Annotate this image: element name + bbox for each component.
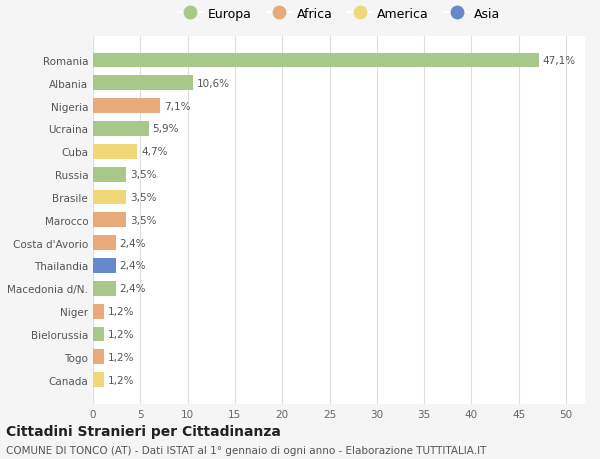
- Text: 1,2%: 1,2%: [108, 307, 134, 316]
- Bar: [93, 258, 116, 273]
- Text: 2,4%: 2,4%: [119, 238, 146, 248]
- Bar: [93, 350, 104, 364]
- Bar: [93, 168, 126, 182]
- Bar: [93, 213, 126, 228]
- Text: 3,5%: 3,5%: [130, 215, 157, 225]
- Text: 7,1%: 7,1%: [164, 101, 190, 112]
- Text: 2,4%: 2,4%: [119, 261, 146, 271]
- Bar: [93, 190, 126, 205]
- Bar: [93, 236, 116, 251]
- Bar: [93, 99, 160, 114]
- Legend: Europa, Africa, America, Asia: Europa, Africa, America, Asia: [173, 3, 505, 26]
- Text: 1,2%: 1,2%: [108, 352, 134, 362]
- Bar: [93, 327, 104, 341]
- Bar: [93, 76, 193, 91]
- Bar: [93, 304, 104, 319]
- Text: 2,4%: 2,4%: [119, 284, 146, 294]
- Bar: [93, 372, 104, 387]
- Bar: [93, 145, 137, 159]
- Text: 5,9%: 5,9%: [152, 124, 179, 134]
- Text: Cittadini Stranieri per Cittadinanza: Cittadini Stranieri per Cittadinanza: [6, 425, 281, 438]
- Text: 47,1%: 47,1%: [542, 56, 575, 66]
- Text: 3,5%: 3,5%: [130, 170, 157, 180]
- Text: 3,5%: 3,5%: [130, 192, 157, 202]
- Text: 1,2%: 1,2%: [108, 329, 134, 339]
- Bar: [93, 53, 539, 68]
- Text: COMUNE DI TONCO (AT) - Dati ISTAT al 1° gennaio di ogni anno - Elaborazione TUTT: COMUNE DI TONCO (AT) - Dati ISTAT al 1° …: [6, 445, 487, 455]
- Bar: [93, 122, 149, 137]
- Text: 4,7%: 4,7%: [141, 147, 168, 157]
- Bar: [93, 281, 116, 296]
- Text: 10,6%: 10,6%: [197, 78, 230, 89]
- Text: 1,2%: 1,2%: [108, 375, 134, 385]
